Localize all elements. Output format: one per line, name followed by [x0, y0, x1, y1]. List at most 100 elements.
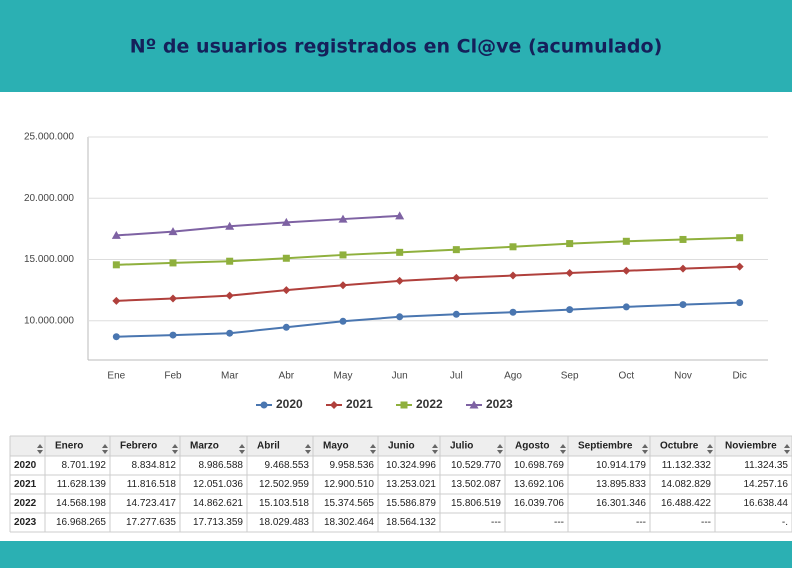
table-cell: 10.914.179 — [596, 460, 646, 471]
table-cell: 13.692.106 — [514, 479, 564, 490]
marker — [679, 264, 687, 273]
marker — [226, 329, 234, 337]
sort-icon — [370, 444, 376, 448]
table-cell: 16.039.706 — [514, 498, 564, 509]
table-cell: 8.701.192 — [62, 460, 107, 471]
marker — [169, 331, 177, 339]
marker — [566, 306, 574, 314]
header-band — [0, 0, 792, 92]
column-header: Enero — [55, 441, 83, 452]
sort-icon — [642, 444, 648, 448]
sort-icon — [102, 444, 108, 448]
table-cell: 8.986.588 — [199, 460, 244, 471]
x-tick-label: Dic — [732, 371, 746, 382]
sort-icon — [172, 444, 178, 448]
table-cell: 10.324.996 — [386, 460, 436, 471]
marker — [469, 400, 479, 409]
marker — [509, 308, 517, 316]
column-header: Mayo — [323, 441, 349, 452]
sort-icon — [239, 444, 245, 448]
table-header-bg — [10, 436, 792, 456]
sort-icon — [239, 450, 245, 454]
marker — [169, 294, 177, 303]
table-cell: 12.900.510 — [324, 479, 374, 490]
table-cell: 12.051.036 — [193, 479, 243, 490]
sort-icon — [102, 450, 108, 454]
series-line — [116, 301, 740, 338]
column-header: Octubre — [660, 441, 699, 452]
marker — [112, 296, 121, 305]
chart-title: Nº de usuarios registrados en Cl@ve (acu… — [130, 36, 663, 58]
legend-label: 2022 — [416, 397, 443, 411]
table-cell: 14.862.621 — [193, 498, 243, 509]
sort-icon — [172, 450, 178, 454]
marker — [400, 401, 408, 409]
sort-icon — [432, 444, 438, 448]
table-cell: 15.374.565 — [324, 498, 374, 509]
marker — [736, 234, 744, 242]
sort-icon — [707, 450, 713, 454]
table-cell: 13.502.087 — [451, 479, 501, 490]
sort-icon — [305, 450, 311, 454]
series-line — [116, 236, 740, 266]
sort-icon — [37, 450, 43, 454]
table-cell: 11.132.332 — [662, 460, 712, 471]
table-cell: 10.529.770 — [451, 460, 501, 471]
table-cell: 11.324.35 — [744, 460, 788, 471]
marker — [452, 273, 461, 282]
table-cell: 13.895.833 — [596, 479, 646, 490]
sort-icon — [37, 444, 43, 448]
marker — [225, 221, 235, 230]
marker — [679, 235, 687, 243]
marker — [112, 333, 120, 341]
table-cell: 15.586.879 — [386, 498, 436, 509]
marker — [282, 323, 290, 331]
marker — [339, 251, 347, 259]
table-cell: 14.257.16 — [744, 479, 789, 490]
column-header: Septiembre — [578, 441, 633, 452]
table-cell: 18.564.132 — [386, 517, 436, 528]
column-header: Julio — [450, 441, 473, 452]
table-cell: 11.628.139 — [57, 479, 107, 490]
marker — [260, 401, 268, 409]
sort-icon — [497, 444, 503, 448]
table-cell: 18.302.464 — [324, 517, 374, 528]
table-cell: 14.082.829 — [661, 479, 711, 490]
marker — [452, 246, 460, 254]
table-cell: --- — [554, 517, 564, 528]
marker — [338, 214, 348, 223]
y-tick-label: 20.000.000 — [24, 193, 74, 204]
x-tick-label: Sep — [561, 371, 579, 382]
row-header: 2023 — [14, 517, 37, 528]
table-cell: --- — [636, 517, 646, 528]
table-cell: 12.502.959 — [259, 479, 309, 490]
table-cell: -. — [782, 517, 788, 528]
series-line — [116, 214, 400, 237]
marker — [112, 261, 120, 269]
x-tick-label: Ago — [504, 371, 522, 382]
marker — [281, 217, 291, 226]
table-cell: 15.103.518 — [259, 498, 309, 509]
table-cell: 16.638.44 — [744, 498, 789, 509]
table-cell: 17.713.359 — [193, 517, 243, 528]
x-tick-label: May — [334, 371, 353, 382]
table-cell: 18.029.483 — [259, 517, 309, 528]
table-cell: 10.698.769 — [514, 460, 564, 471]
x-tick-label: Feb — [164, 371, 182, 382]
marker — [679, 301, 687, 309]
marker — [452, 310, 460, 318]
table-cell: --- — [701, 517, 711, 528]
series-line — [116, 265, 740, 302]
table-cell: 17.277.635 — [126, 517, 176, 528]
row-header: 2022 — [14, 498, 37, 509]
table-cell: 13.253.021 — [386, 479, 436, 490]
marker — [226, 257, 234, 265]
x-tick-label: Ene — [107, 371, 125, 382]
marker — [622, 266, 631, 275]
table-cell: --- — [491, 517, 501, 528]
marker — [339, 317, 347, 325]
column-header: Febrero — [120, 441, 157, 452]
column-header: Marzo — [190, 441, 219, 452]
sort-icon — [432, 450, 438, 454]
